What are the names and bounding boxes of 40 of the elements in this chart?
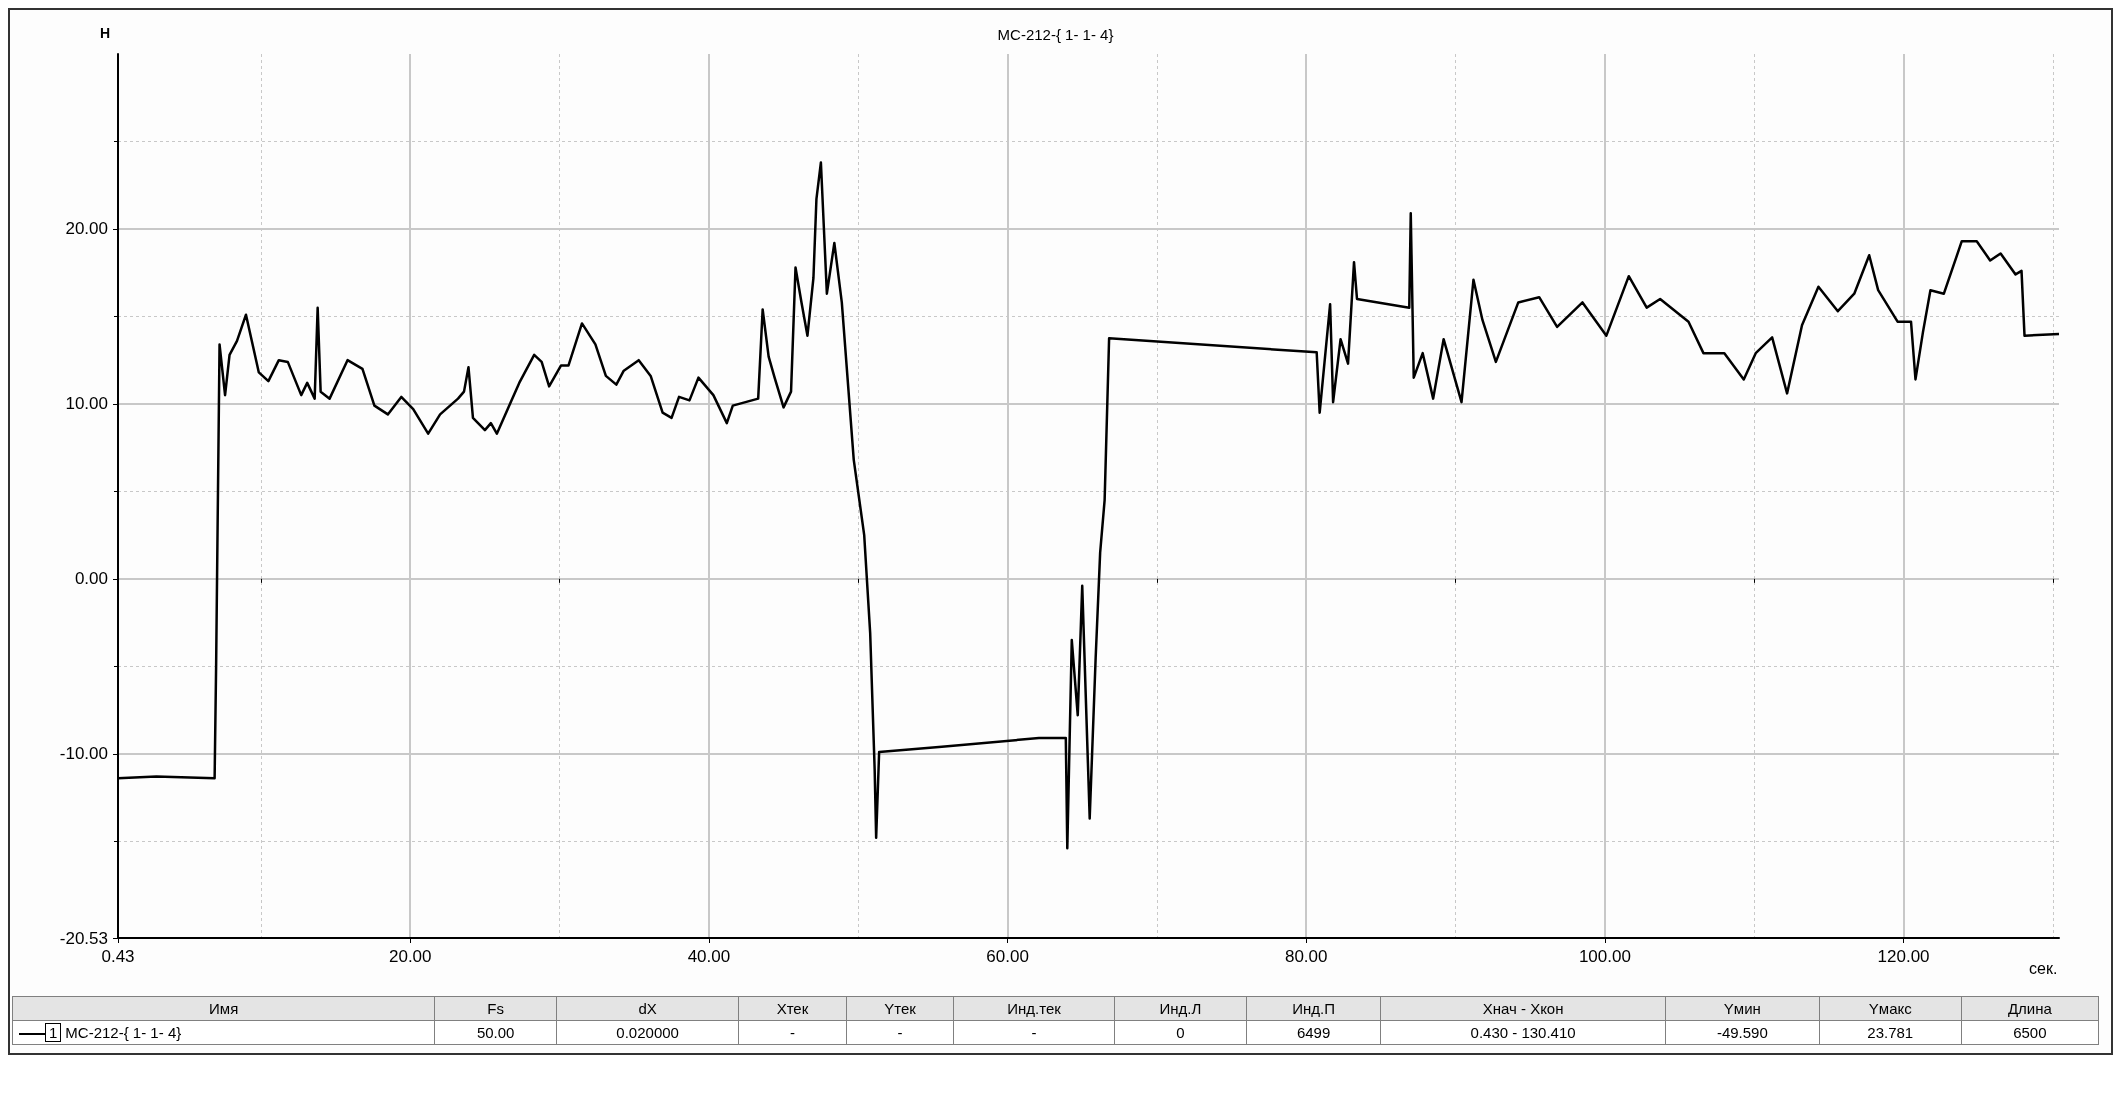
text: Yмин: [1665, 996, 1820, 1021]
text: Fs: [434, 996, 557, 1021]
text: -49.590: [1665, 1020, 1820, 1045]
y-axis-title: Н: [99, 25, 110, 41]
y-tick-label: 10.00: [65, 394, 108, 414]
x-tick-label: 20.00: [388, 947, 432, 966]
text: 50.00: [434, 1020, 557, 1045]
text: Xтек: [738, 996, 847, 1021]
x-tick-label: 0.43: [101, 947, 135, 966]
y-tick-label: 20.00: [65, 219, 108, 239]
text: 6499: [1246, 1020, 1381, 1045]
y-tick-label: 0.00: [74, 569, 108, 589]
text: 0.430 - 130.410: [1380, 1020, 1666, 1045]
y-tick-label: -10.00: [59, 744, 108, 764]
text: Yтек: [846, 996, 954, 1021]
text: Инд.тек: [953, 996, 1115, 1021]
text: 0.020000: [556, 1020, 739, 1045]
text: Xнач - Xкон: [1380, 996, 1666, 1021]
text: -: [953, 1020, 1115, 1045]
text: Инд.П: [1246, 996, 1381, 1021]
x-tick-label: 120.00: [1877, 947, 1930, 966]
text: dX: [556, 996, 739, 1021]
y-tick-label: -20.53: [59, 928, 108, 948]
text: 23.781: [1819, 1020, 1962, 1045]
x-tick-label: 40.00: [687, 947, 731, 966]
text: 1: [45, 1023, 62, 1042]
text: 6500: [1961, 1020, 2099, 1045]
legend-label: МС-212-{ 1- 1- 4}: [65, 1024, 182, 1041]
text: -: [738, 1020, 847, 1045]
text: 0: [1114, 1020, 1247, 1045]
text: -: [846, 1020, 954, 1045]
x-tick-label: 80.00: [1284, 947, 1328, 966]
text: Yмакс: [1819, 996, 1962, 1021]
x-tick-label: 100.00: [1578, 947, 1631, 966]
x-tick-label: 60.00: [986, 947, 1029, 966]
chart-title: МС-212-{ 1- 1- 4}: [997, 26, 1114, 43]
text: Инд.Л: [1114, 996, 1247, 1021]
text: Длина: [1961, 996, 2099, 1021]
x-axis-title: сек.: [2029, 959, 2058, 977]
text: Имя: [12, 996, 435, 1021]
